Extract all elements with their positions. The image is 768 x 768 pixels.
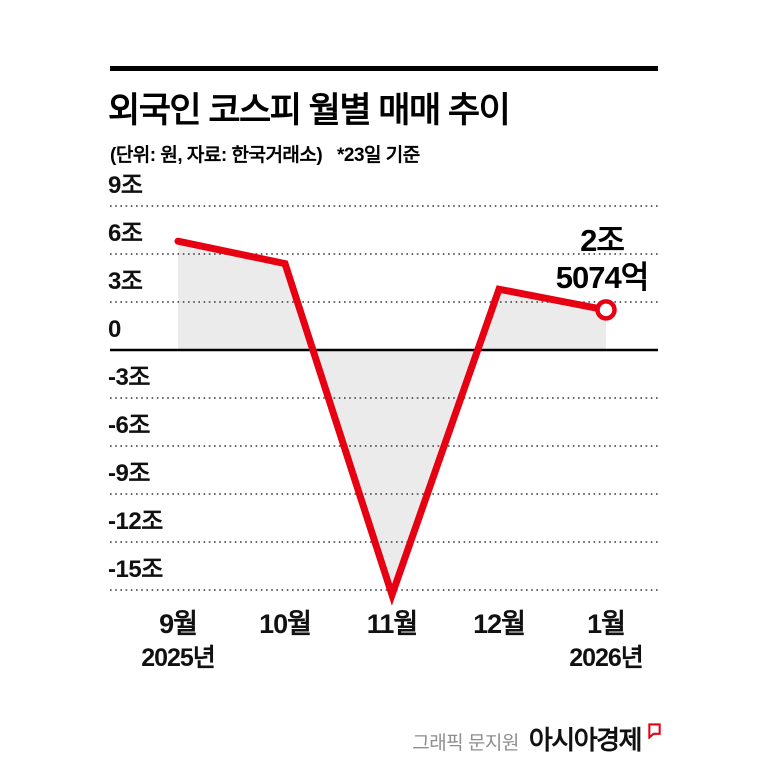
data-point-marker — [595, 299, 617, 321]
chart-subtitle: (단위: 원, 자료: 한국거래소) *23일 기준 — [110, 140, 420, 167]
annotation-line-2: 5074억 — [555, 260, 649, 295]
graphic-credit: 그래픽 문지원 — [412, 733, 519, 754]
annotation-line-1: 2조 — [580, 223, 625, 258]
data-line — [174, 237, 610, 606]
asof-note: *23일 기준 — [337, 145, 420, 166]
brand-name: 아시아경제 — [528, 725, 643, 755]
top-rule — [110, 66, 658, 71]
chart-title: 외국인 코스피 월별 매매 추이 — [108, 91, 511, 130]
area-fill — [178, 241, 606, 595]
last-value-annotation: 2조 5074억 — [555, 222, 649, 296]
unit-source-note: (단위: 원, 자료: 한국거래소) — [110, 145, 323, 166]
asiae-logo-icon — [648, 723, 661, 739]
credit-footer: 그래픽 문지원 아시아경제 — [412, 720, 662, 757]
